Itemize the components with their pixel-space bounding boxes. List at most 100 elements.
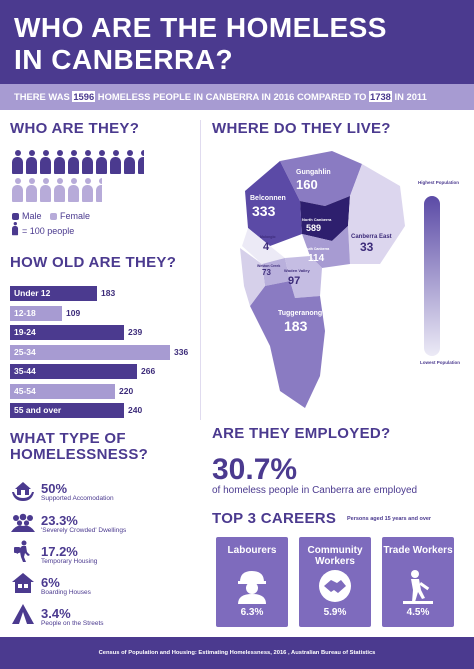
handshake-icon bbox=[319, 570, 351, 602]
male-person-icon bbox=[54, 150, 65, 174]
gungahlin-value: 160 bbox=[296, 177, 318, 192]
employed-title: ARE THEY EMPLOYED? bbox=[212, 425, 391, 442]
tuggeranong-value: 183 bbox=[284, 318, 308, 334]
belconnen-value: 333 bbox=[252, 203, 276, 219]
age-bar-value: 336 bbox=[174, 346, 189, 357]
types-title-line1: WHAT TYPE OF bbox=[10, 430, 126, 447]
type-label-2: 'Severely Crowded' Dwellings bbox=[41, 527, 127, 534]
weston-creek-name: Weston Creek bbox=[257, 264, 280, 268]
region-outer bbox=[240, 248, 265, 306]
type-pct-4: 6% bbox=[41, 575, 60, 590]
age-bar: 45-54 bbox=[10, 383, 115, 399]
career-card-trade-workers: Trade Workers 4.5% bbox=[382, 537, 454, 627]
male-person-icon bbox=[40, 150, 51, 174]
male-swatch bbox=[12, 213, 19, 220]
count-2011: 1738 bbox=[369, 91, 392, 102]
type-label-1: Supported Accomodation bbox=[41, 495, 114, 502]
age-bar-value: 266 bbox=[141, 366, 156, 376]
age-bar-value: 240 bbox=[128, 405, 143, 415]
careers-subtitle: Persons aged 15 years and over bbox=[347, 516, 432, 522]
type-label-5: People on the Streets bbox=[41, 620, 104, 627]
canberra-map: Gungahlin 160 Belconnen 333 North Canber… bbox=[240, 151, 460, 408]
source-footer: Census of Population and Housing: Estima… bbox=[0, 637, 474, 669]
career-pct-2: 5.9% bbox=[323, 607, 347, 618]
female-person-icon bbox=[12, 178, 23, 202]
population-gradient-legend bbox=[424, 196, 440, 356]
who-title: WHO ARE THEY? bbox=[10, 120, 140, 137]
age-bar: 35-44 bbox=[10, 364, 137, 379]
region-weston-creek bbox=[262, 258, 290, 286]
canberra-east-name: Canberra East bbox=[351, 234, 392, 240]
male-person-icon bbox=[96, 150, 107, 174]
age-bar-value: 183 bbox=[101, 288, 116, 298]
crowd-icon bbox=[11, 513, 35, 532]
weston-creek-value: 73 bbox=[262, 268, 271, 277]
age-bar: 25-34 bbox=[10, 344, 170, 360]
molonglo-name: Molonglo bbox=[260, 235, 276, 239]
female-person-icon bbox=[40, 178, 51, 202]
female-swatch bbox=[50, 213, 57, 220]
age-bar-value: 220 bbox=[119, 385, 134, 396]
region-tuggeranong bbox=[250, 281, 325, 408]
male-label: Male bbox=[22, 211, 42, 221]
molonglo-value: 4 bbox=[263, 241, 270, 253]
male-person-icon bbox=[124, 150, 135, 174]
female-person-icon bbox=[68, 178, 79, 202]
age-bar: 12-18 bbox=[10, 305, 62, 321]
career-name-1: Labourers bbox=[227, 545, 277, 556]
age-bar: Under 12 bbox=[10, 286, 97, 301]
region-belconnen bbox=[245, 161, 302, 246]
header-banner: WHO ARE THE HOMELESS IN CANBERRA? bbox=[0, 0, 474, 84]
worker-helmet-icon bbox=[238, 571, 266, 604]
page-title-line1: WHO ARE THE HOMELESS bbox=[14, 12, 387, 43]
type-label-3: Temporary Housing bbox=[41, 558, 98, 565]
age-bar-value: 239 bbox=[128, 327, 143, 337]
region-south-canberra bbox=[302, 226, 350, 268]
type-pct-2: 23.3% bbox=[41, 513, 78, 528]
region-north-canberra bbox=[300, 196, 350, 241]
age-bar: 55 and over bbox=[10, 403, 124, 418]
trade-worker-icon bbox=[403, 570, 433, 604]
career-pct-1: 6.3% bbox=[240, 607, 264, 618]
type-pct-3: 17.2% bbox=[41, 544, 78, 559]
age-bar-value: 109 bbox=[66, 307, 81, 318]
gungahlin-name: Gungahlin bbox=[296, 169, 331, 176]
region-canberra-east bbox=[348, 164, 405, 264]
north-canberra-name: North Canberra bbox=[302, 217, 332, 222]
career-name-2: Community Workers bbox=[307, 545, 363, 567]
region-gungahlin bbox=[280, 151, 362, 206]
type-pct-5: 3.4% bbox=[41, 606, 71, 621]
column-divider bbox=[200, 120, 201, 420]
south-canberra-value: 114 bbox=[308, 253, 325, 264]
summary-strip: THERE WAS 1596 HOMELESS PEOPLE IN CANBER… bbox=[0, 84, 474, 110]
male-person-icon bbox=[26, 150, 37, 174]
types-title-line2: HOMELESSNESS? bbox=[10, 446, 149, 463]
careers-title: TOP 3 CAREERS bbox=[212, 510, 337, 527]
region-molonglo bbox=[242, 228, 285, 264]
region-woden-valley bbox=[285, 256, 322, 298]
house-icon bbox=[12, 573, 34, 593]
north-canberra-value: 589 bbox=[306, 223, 321, 233]
unit-person-icon bbox=[12, 222, 19, 236]
type-pct-1: 50% bbox=[41, 481, 68, 496]
career-card-labourers: Labourers 6.3% bbox=[216, 537, 288, 627]
male-person-icon bbox=[12, 150, 23, 174]
male-person-icon bbox=[138, 150, 144, 174]
tuggeranong-name: Tuggeranong bbox=[278, 310, 322, 317]
male-person-icon bbox=[68, 150, 79, 174]
age-bar: 19-24 bbox=[10, 325, 124, 340]
tent-icon bbox=[12, 604, 34, 624]
count-2016: 1596 bbox=[72, 91, 96, 102]
type-label-4: Boarding Houses bbox=[41, 589, 91, 596]
female-person-icon bbox=[96, 178, 102, 202]
unit-label: = 100 people bbox=[22, 226, 75, 236]
career-pct-3: 4.5% bbox=[406, 607, 430, 618]
female-person-icon bbox=[26, 178, 37, 202]
female-person-icon bbox=[54, 178, 65, 202]
career-name-3: Trade Workers bbox=[383, 545, 453, 556]
where-title: WHERE DO THEY LIVE? bbox=[212, 120, 391, 137]
page-title-line2: IN CANBERRA? bbox=[14, 44, 234, 75]
belconnen-name: Belconnen bbox=[250, 195, 286, 202]
legend-low-label: Lowest Population bbox=[420, 360, 460, 365]
south-canberra-name: South Canberra bbox=[303, 247, 329, 251]
